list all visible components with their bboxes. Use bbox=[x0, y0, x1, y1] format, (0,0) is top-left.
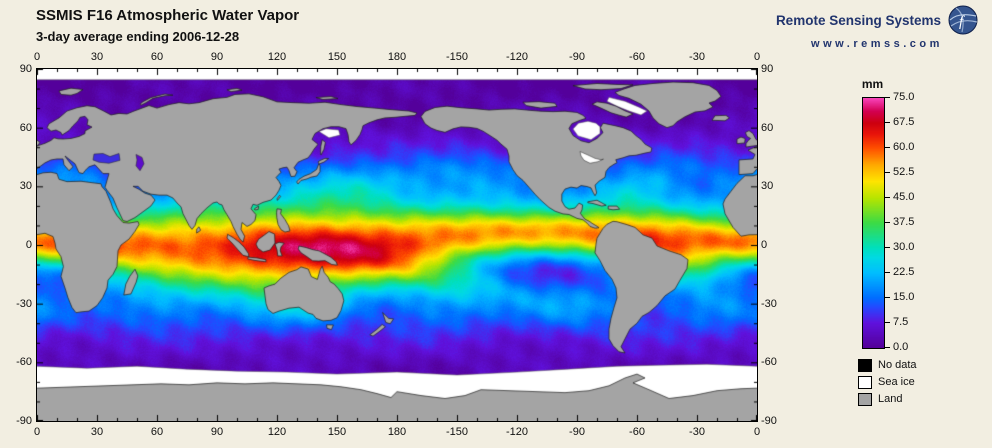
lon-tick-label-top: -30 bbox=[689, 51, 705, 63]
lon-tick-label-top: 90 bbox=[210, 51, 224, 63]
colorbar-tick-label: 7.5 bbox=[893, 316, 909, 328]
lon-tick-label-top: -90 bbox=[569, 51, 585, 63]
lon-tick-label-bottom: -150 bbox=[445, 426, 469, 438]
legend-label: No data bbox=[878, 359, 917, 371]
lon-tick-label-bottom: 0 bbox=[33, 426, 41, 438]
map-legend: No data Sea ice Land bbox=[858, 357, 917, 408]
legend-item: Sea ice bbox=[858, 374, 917, 390]
page-title: SSMIS F16 Atmospheric Water Vapor bbox=[36, 7, 300, 24]
legend-swatch bbox=[858, 392, 872, 406]
colorbar-tick bbox=[885, 272, 890, 273]
lon-tick-label-top: 30 bbox=[90, 51, 104, 63]
legend-item: Land bbox=[858, 391, 917, 407]
lat-tick-label-left: 0 bbox=[25, 239, 32, 251]
lon-tick-label-top: 150 bbox=[327, 51, 347, 63]
lon-tick-label-top: -60 bbox=[629, 51, 645, 63]
lat-tick-label-left: 60 bbox=[19, 121, 32, 134]
lon-tick-label-bottom: 30 bbox=[90, 426, 104, 438]
colorbar-tick bbox=[885, 297, 890, 298]
legend-label: Sea ice bbox=[878, 376, 915, 388]
lat-tick-label-right: 60 bbox=[761, 121, 774, 134]
legend-swatch bbox=[858, 358, 872, 372]
lon-tick-label-top: -120 bbox=[505, 51, 529, 63]
lon-tick-label-bottom: 0 bbox=[753, 426, 761, 438]
lon-tick-label-bottom: -60 bbox=[629, 426, 645, 438]
lat-tick-label-left: 30 bbox=[19, 180, 32, 193]
lon-tick-label-top: 0 bbox=[33, 51, 41, 63]
colorbar-tick bbox=[885, 197, 890, 198]
colorbar-unit-label: mm bbox=[861, 77, 884, 91]
lon-tick-label-bottom: -90 bbox=[569, 426, 585, 438]
legend-swatch bbox=[858, 375, 872, 389]
lat-tick-label-right: -30 bbox=[761, 297, 777, 310]
colorbar-tick-label: 52.5 bbox=[893, 166, 915, 178]
colorbar-tick-label: 75.0 bbox=[893, 91, 915, 103]
lat-tick-label-left: -60 bbox=[16, 356, 32, 369]
lon-tick-label-bottom: 90 bbox=[210, 426, 224, 438]
world-map-canvas bbox=[36, 68, 758, 422]
colorbar-tick bbox=[885, 122, 890, 123]
brand-row: Remote Sensing Systems f bbox=[776, 5, 978, 35]
colorbar-tick bbox=[885, 322, 890, 323]
lon-tick-label-top: 60 bbox=[150, 51, 164, 63]
colorbar-tick-label: 67.5 bbox=[893, 116, 915, 128]
legend-item: No data bbox=[858, 357, 917, 373]
lon-tick-label-top: 180 bbox=[387, 51, 407, 63]
lon-tick-label-bottom: 150 bbox=[327, 426, 347, 438]
lat-tick-label-right: 0 bbox=[761, 239, 768, 251]
colorbar-tick bbox=[885, 147, 890, 148]
brand-name: Remote Sensing Systems bbox=[775, 12, 941, 28]
colorbar-tick bbox=[885, 97, 890, 98]
colorbar-tick bbox=[885, 172, 890, 173]
lat-tick-label-right: 30 bbox=[761, 180, 774, 193]
legend-label: Land bbox=[878, 393, 903, 405]
branding: Remote Sensing Systems f www.remss.com bbox=[776, 5, 978, 50]
lon-tick-label-bottom: 180 bbox=[387, 426, 407, 438]
colorbar bbox=[862, 97, 885, 349]
colorbar-tick-label: 15.0 bbox=[893, 291, 915, 303]
lon-tick-label-bottom: -30 bbox=[689, 426, 705, 438]
lon-tick-label-bottom: 60 bbox=[150, 426, 164, 438]
globe-logo-icon: f bbox=[948, 5, 978, 35]
lon-tick-label-top: 120 bbox=[267, 51, 287, 63]
svg-text:f: f bbox=[959, 14, 965, 30]
colorbar-tick-label: 37.5 bbox=[893, 216, 915, 228]
page-subtitle: 3-day average ending 2006-12-28 bbox=[36, 29, 240, 44]
colorbar-tick-label: 30.0 bbox=[893, 241, 915, 253]
colorbar-tick-label: 0.0 bbox=[893, 341, 909, 353]
brand-url: www.remss.com bbox=[811, 38, 943, 50]
lat-tick-label-left: 90 bbox=[19, 63, 32, 75]
lon-tick-label-bottom: 120 bbox=[267, 426, 287, 438]
colorbar-tick-label: 22.5 bbox=[893, 266, 915, 278]
lon-tick-label-top: -150 bbox=[445, 51, 469, 63]
colorbar-tick-label: 60.0 bbox=[893, 141, 915, 153]
colorbar-tick bbox=[885, 347, 890, 348]
lat-tick-label-right: -90 bbox=[761, 415, 777, 427]
lat-tick-label-right: -60 bbox=[761, 356, 777, 369]
colorbar-tick bbox=[885, 247, 890, 248]
lat-tick-label-left: -30 bbox=[16, 297, 32, 310]
lon-tick-label-bottom: -120 bbox=[505, 426, 529, 438]
lat-tick-label-left: -90 bbox=[16, 415, 32, 427]
lon-tick-label-top: 0 bbox=[753, 51, 761, 63]
colorbar-tick bbox=[885, 222, 890, 223]
colorbar-tick-label: 45.0 bbox=[893, 191, 915, 203]
lat-tick-label-right: 90 bbox=[761, 63, 774, 75]
